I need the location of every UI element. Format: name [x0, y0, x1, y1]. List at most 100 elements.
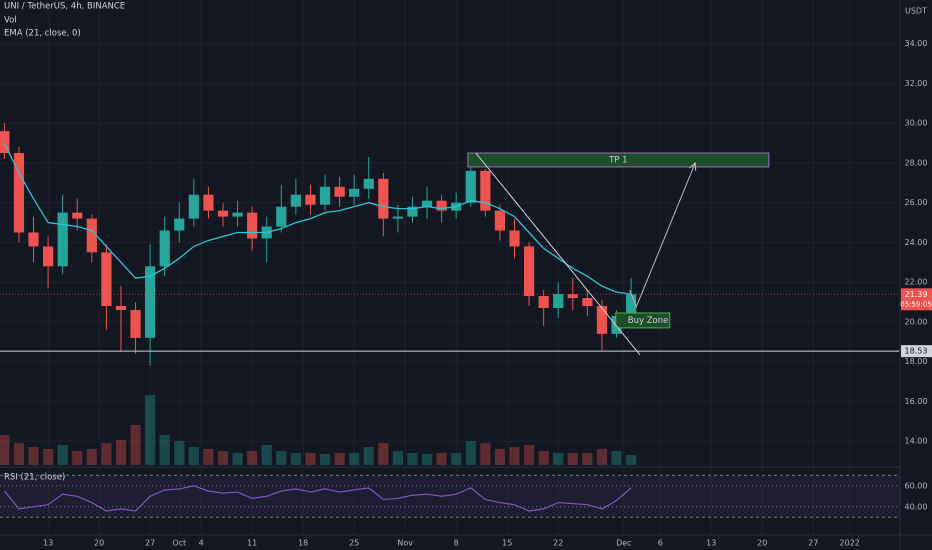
- candle-body: [247, 212, 258, 239]
- candle-body: [42, 246, 54, 267]
- ema-line: [3, 142, 632, 295]
- support-marker: [901, 345, 932, 358]
- x-tick-label: 20: [757, 539, 767, 548]
- candle-body: [0, 131, 10, 154]
- x-tick-label: 27: [808, 539, 818, 548]
- y-tick-label: 14.00: [905, 437, 928, 446]
- volume-bar: [378, 443, 389, 465]
- candle-body: [13, 153, 25, 233]
- x-tick-label: 6: [658, 539, 663, 548]
- volume-bar: [436, 453, 447, 465]
- chart-title: UNI / TetherUS, 4h, BINANCE: [4, 2, 125, 12]
- y-tick-label: 32.00: [905, 79, 928, 88]
- x-tick-label: 22: [553, 539, 563, 548]
- volume-bar: [567, 453, 578, 465]
- support-label: 18.53: [905, 347, 928, 356]
- x-tick-label: 13: [706, 539, 716, 548]
- volume-bar: [392, 451, 403, 465]
- volume-bar: [261, 445, 272, 465]
- rsi-line: [3, 485, 632, 512]
- volume-bar: [28, 447, 39, 465]
- candle-body: [596, 306, 608, 334]
- candle-body: [174, 218, 185, 231]
- volume-bar: [305, 453, 316, 465]
- candle-body: [232, 212, 243, 217]
- volume-bar: [334, 453, 345, 465]
- candle-body: [130, 310, 141, 338]
- volume-bar: [57, 445, 68, 465]
- zone-label: Buy Zone: [628, 316, 669, 326]
- x-tick-label: 4: [199, 539, 204, 548]
- x-tick-label: 11: [247, 539, 257, 548]
- price-label: 21.39: [905, 290, 928, 299]
- volume-bar: [465, 441, 476, 465]
- candle-body: [538, 296, 549, 309]
- volume-bar: [494, 449, 506, 465]
- candle-body: [334, 186, 345, 197]
- candle-body: [567, 294, 578, 299]
- y-tick-label: 24.00: [905, 238, 928, 247]
- y-tick-label: 34.00: [905, 39, 928, 48]
- candle-body: [407, 206, 418, 217]
- zone-box: [467, 152, 770, 168]
- candle-body: [72, 212, 83, 219]
- candle-body: [494, 210, 506, 231]
- volume-bar: [101, 443, 112, 465]
- volume-bar: [13, 443, 25, 465]
- zone-box: [615, 312, 671, 329]
- x-tick-label: 18: [298, 539, 308, 548]
- volume-bar: [538, 451, 549, 465]
- volume-bar: [407, 453, 418, 465]
- indicator-label: Vol: [4, 16, 17, 26]
- volume-bar: [203, 449, 214, 465]
- volume-bar: [480, 443, 491, 465]
- x-tick-label: Oct: [172, 539, 186, 548]
- x-tick-label: Nov: [397, 539, 413, 548]
- volume-bar: [247, 451, 258, 465]
- candle-body: [363, 178, 374, 189]
- volume-bar: [217, 451, 229, 465]
- candle-body: [582, 298, 593, 307]
- volume-bar: [0, 435, 10, 465]
- y-tick-label: 26.00: [905, 198, 928, 207]
- candle-body: [203, 194, 214, 211]
- volume-bar: [421, 454, 433, 465]
- candle-body: [509, 230, 520, 247]
- volume-bar: [72, 451, 83, 465]
- volume-bar: [130, 425, 141, 465]
- y-tick-label: 18.00: [905, 357, 928, 366]
- volume-bar: [363, 447, 374, 465]
- candle-body: [188, 194, 199, 219]
- rsi-tick-label: 60.00: [905, 481, 928, 490]
- candle-body: [145, 266, 156, 338]
- rsi-label: RSI (21, close): [4, 473, 65, 483]
- volume-bar: [553, 453, 564, 465]
- candle-body: [421, 200, 433, 207]
- arrow-head: [688, 161, 697, 171]
- candle-body: [305, 194, 316, 205]
- candle-body: [86, 218, 97, 253]
- volume-bar: [625, 455, 637, 465]
- candle-body: [436, 200, 447, 211]
- volume-bar: [319, 454, 331, 465]
- y-tick-label: 28.00: [905, 158, 928, 167]
- y-tick-label: 16.00: [905, 397, 928, 406]
- x-tick-label: 8: [454, 539, 459, 548]
- x-tick-label: 13: [43, 539, 53, 548]
- volume-bar: [188, 447, 199, 465]
- y-tick-label: 20.00: [905, 317, 928, 326]
- volume-bar: [159, 435, 170, 465]
- x-tick-label: Dec: [616, 539, 631, 548]
- candle-body: [480, 170, 491, 211]
- candle-body: [553, 294, 564, 309]
- x-tick-label: 25: [349, 539, 359, 548]
- y-tick-label: 22.00: [905, 278, 928, 287]
- price-marker: [901, 288, 932, 311]
- candle-body: [115, 306, 127, 310]
- candle-body: [101, 252, 112, 307]
- candle-body: [159, 230, 170, 267]
- volume-bar: [145, 395, 156, 465]
- indicator-label: EMA (21, close, 0): [4, 29, 81, 39]
- candle-body: [57, 212, 68, 267]
